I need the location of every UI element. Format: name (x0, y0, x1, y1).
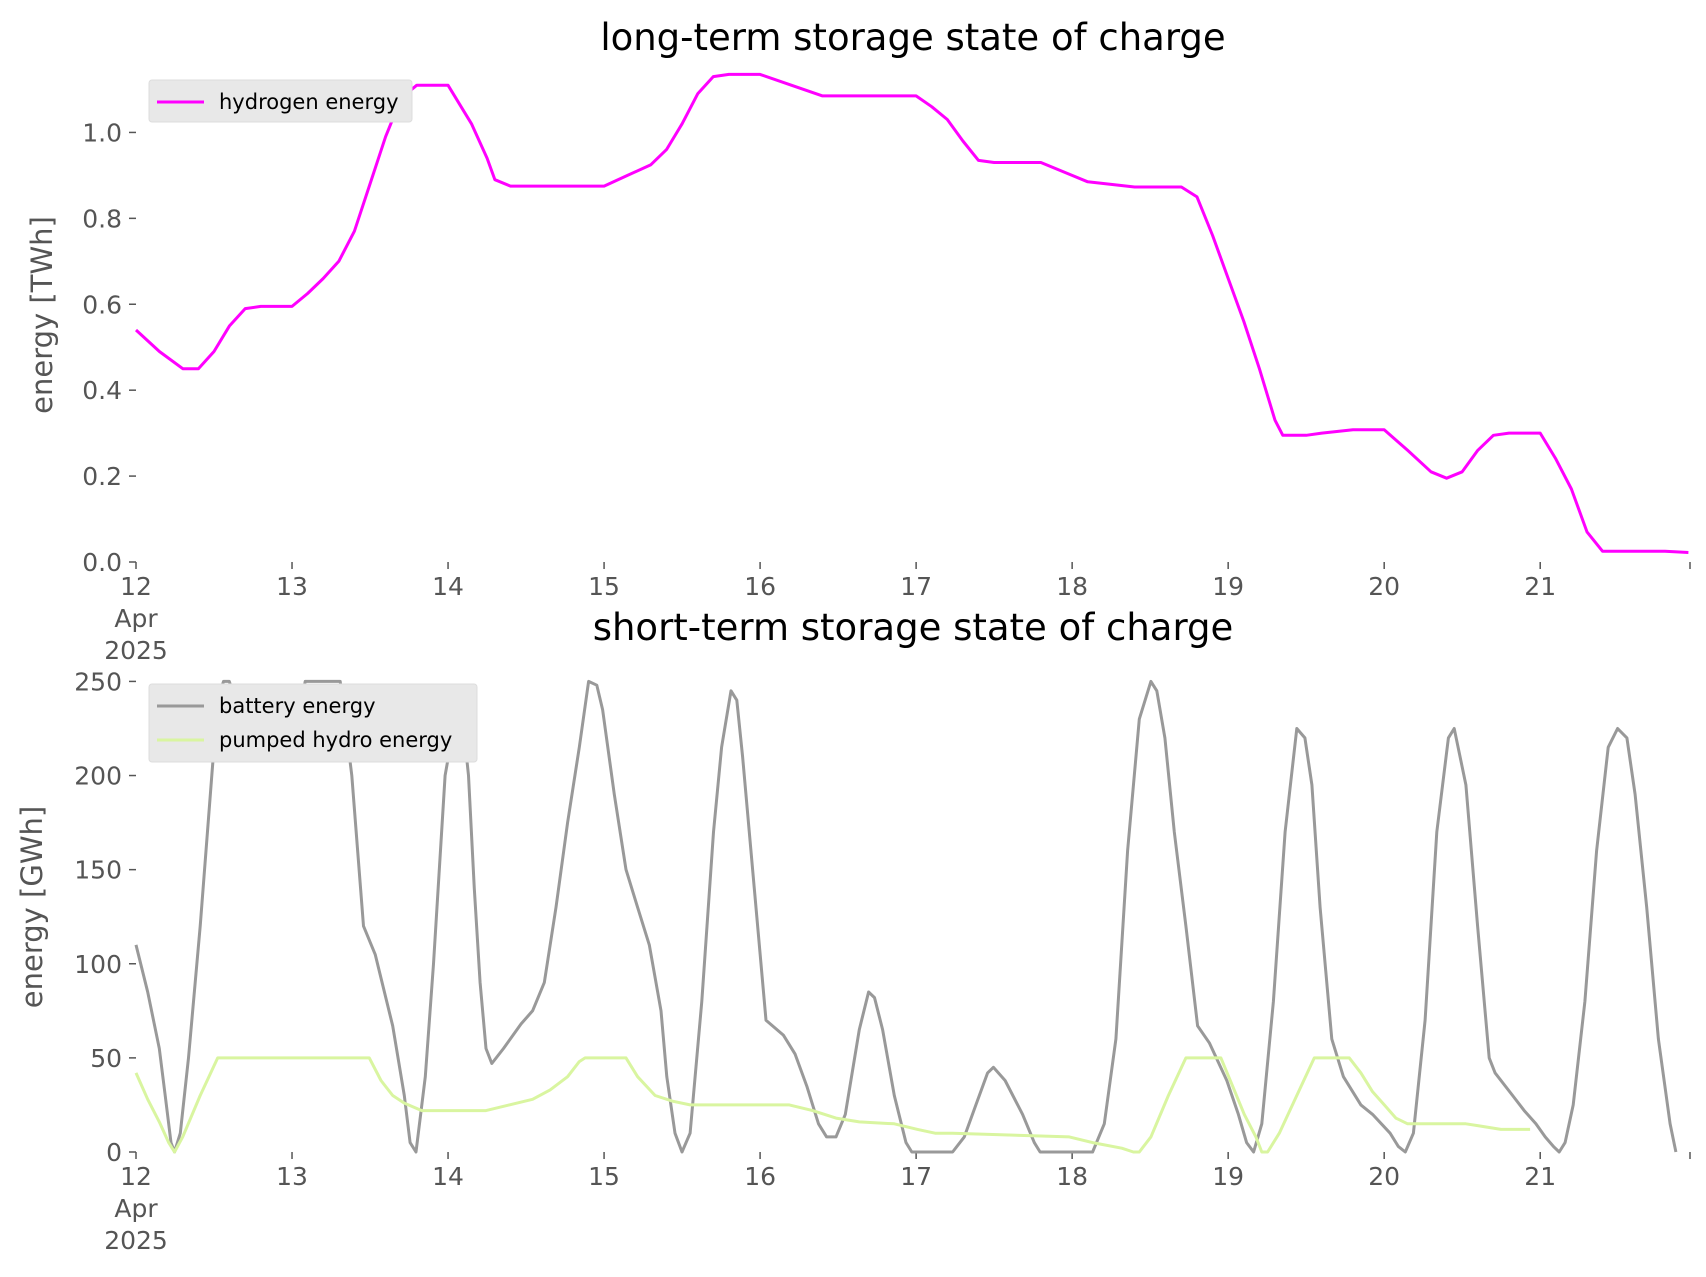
x-tick-label: 20 (1368, 1162, 1400, 1191)
y-tick-label: 0.8 (82, 204, 122, 233)
legend: battery energy pumped hydro energy (148, 683, 478, 763)
legend: hydrogen energy (148, 79, 413, 123)
legend-entry: hydrogen energy (219, 90, 399, 114)
x-tick-label-line: 21 (1524, 1162, 1556, 1191)
panel-title: short-term storage state of charge (593, 606, 1234, 649)
legend-entry: battery energy (219, 694, 376, 718)
long-term-storage-panel: long-term storage state of charge energy… (25, 16, 1691, 665)
x-tick-label: 19 (1212, 572, 1244, 601)
y-tick-label: 150 (74, 856, 122, 885)
x-tick-label-line: 12 (120, 572, 152, 601)
short-term-storage-panel: short-term storage state of charge energ… (15, 606, 1691, 1255)
x-tick-label-line: 14 (432, 572, 464, 601)
y-tick-label: 100 (74, 950, 122, 979)
y-tick-label: 200 (74, 762, 122, 791)
x-tick-label-line: Apr (114, 1194, 158, 1223)
x-tick-label: 12 Apr 2025 (104, 1162, 168, 1255)
x-tick-label-line: 16 (744, 1162, 776, 1191)
x-tick-label: 17 (900, 572, 932, 601)
axes: 0 50 100 150 200 250 12 Apr 2025 13 14 15 16 17 18 19 20… (74, 667, 1691, 1255)
x-tick-label: 18 (1056, 1162, 1088, 1191)
x-tick-label-line: 19 (1212, 572, 1244, 601)
x-tick-label: 14 (432, 1162, 464, 1191)
x-tick-label-line: 15 (588, 1162, 620, 1191)
x-tick-label: 14 (432, 572, 464, 601)
plot-area (134, 679, 1678, 1154)
x-tick-label: 15 (588, 1162, 620, 1191)
x-tick-label-line: 20 (1368, 572, 1400, 601)
y-tick-label: 0.0 (82, 548, 122, 577)
x-tick-label: 20 (1368, 572, 1400, 601)
panel-title: long-term storage state of charge (600, 16, 1225, 59)
x-tick-label-line: 12 (120, 1162, 152, 1191)
x-tick-label-line: 17 (900, 1162, 932, 1191)
x-tick-label-line: 21 (1524, 572, 1556, 601)
x-tick-label-line: 18 (1056, 1162, 1088, 1191)
x-tick-label: 15 (588, 572, 620, 601)
x-tick-label: 19 (1212, 1162, 1244, 1191)
legend-box (148, 79, 413, 123)
y-tick-label: 50 (90, 1044, 122, 1073)
x-tick-label-line: 17 (900, 572, 932, 601)
y-axis-label: energy [GWh] (15, 806, 49, 1008)
x-tick-label-line: 16 (744, 572, 776, 601)
x-tick-label-line: 18 (1056, 572, 1088, 601)
plot-area (134, 72, 1689, 554)
x-tick-label-line: 2025 (104, 1226, 168, 1255)
series-line-battery-energy (134, 679, 1678, 1154)
x-tick-label-line: 15 (588, 572, 620, 601)
y-tick-label: 0 (106, 1138, 122, 1167)
y-tick-label: 1.0 (82, 118, 122, 147)
legend-entry: pumped hydro energy (219, 728, 452, 752)
x-tick-label-line: 13 (276, 572, 308, 601)
x-tick-label-line: Apr (114, 604, 158, 633)
series-line-hydrogen-energy (134, 72, 1689, 554)
y-axis-label: energy [TWh] (25, 216, 59, 414)
x-tick-label: 16 (744, 1162, 776, 1191)
x-tick-label: 12 Apr 2025 (104, 572, 168, 665)
x-tick-label: 16 (744, 572, 776, 601)
x-tick-label: 21 (1524, 572, 1556, 601)
x-tick-label: 18 (1056, 572, 1088, 601)
y-tick-label: 0.6 (82, 290, 122, 319)
x-tick-label-line: 20 (1368, 1162, 1400, 1191)
y-tick-label: 0.2 (82, 462, 122, 491)
x-tick-label: 17 (900, 1162, 932, 1191)
axes: 0.0 0.2 0.4 0.6 0.8 1.0 12 Apr 2025 13 14 15 16 17 18 1… (82, 118, 1691, 665)
x-tick-label: 21 (1524, 1162, 1556, 1191)
y-tick-label: 250 (74, 667, 122, 696)
x-tick-label-line: 13 (276, 1162, 308, 1191)
x-tick-label-line: 19 (1212, 1162, 1244, 1191)
x-tick-label-line: 14 (432, 1162, 464, 1191)
x-tick-label: 13 (276, 572, 308, 601)
y-tick-label: 0.4 (82, 376, 122, 405)
x-tick-label: 13 (276, 1162, 308, 1191)
legend-box (148, 683, 478, 763)
series-line-pumped-hydro-energy (134, 1056, 1531, 1154)
x-tick-label-line: 2025 (104, 636, 168, 665)
